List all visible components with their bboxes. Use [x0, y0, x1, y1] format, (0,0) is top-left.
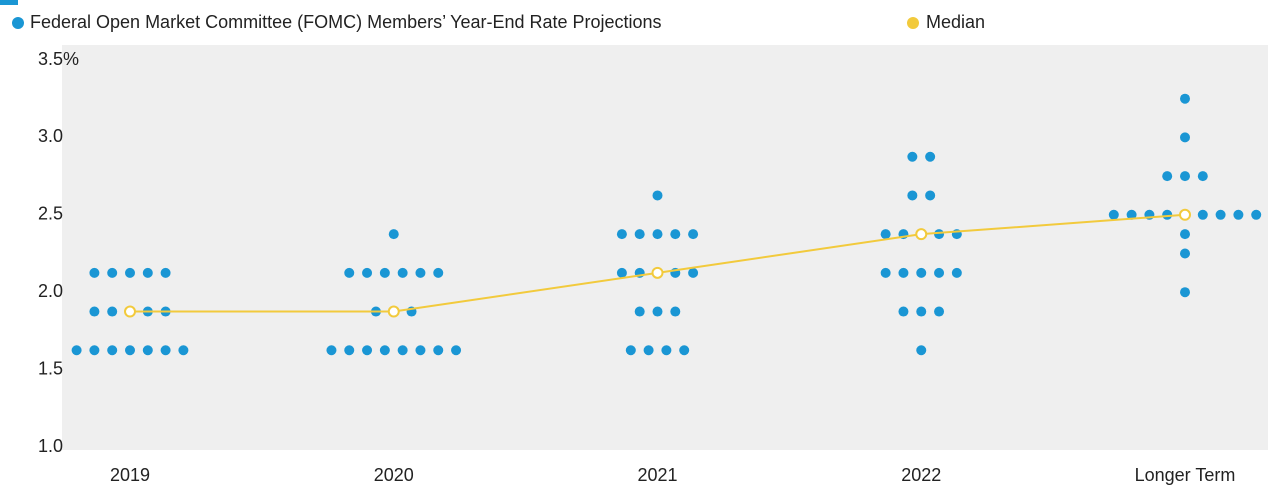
projection-dot	[643, 345, 654, 356]
projection-dot	[688, 229, 699, 240]
projection-dot	[362, 267, 373, 278]
projection-dot	[160, 267, 171, 278]
projection-dot	[326, 345, 337, 356]
y-tick-label: 3.0	[38, 126, 63, 146]
x-tick-label: Longer Term	[1135, 465, 1236, 485]
projection-dot	[1126, 209, 1137, 220]
projection-dot	[616, 229, 627, 240]
plot-area	[62, 45, 1268, 450]
projection-dot	[925, 190, 936, 201]
projection-dot	[907, 190, 918, 201]
projection-dot	[925, 151, 936, 162]
projection-dot	[1180, 132, 1190, 143]
projection-dot	[1180, 229, 1190, 240]
x-tick-label: 2022	[901, 465, 941, 485]
projection-dot	[1215, 209, 1226, 220]
projection-dot	[415, 345, 426, 356]
median-dot	[1179, 208, 1191, 221]
projection-dot	[934, 267, 945, 278]
y-tick-label: 1.5	[38, 358, 63, 378]
projection-dot	[362, 345, 373, 356]
projection-dot	[934, 306, 945, 317]
projection-dot	[898, 267, 909, 278]
projection-dot	[1180, 93, 1190, 104]
projection-dot	[71, 345, 82, 356]
projection-dot	[951, 267, 962, 278]
projection-dot	[1180, 171, 1190, 182]
projection-dot	[89, 267, 100, 278]
x-tick-label: 2019	[110, 465, 150, 485]
projection-dot	[898, 306, 909, 317]
projection-dot	[125, 345, 135, 356]
projection-dot	[89, 345, 100, 356]
median-dot	[124, 305, 136, 318]
projection-dot	[125, 267, 135, 278]
projection-dot	[934, 229, 945, 240]
projection-dot	[1180, 248, 1190, 259]
projection-dot	[616, 267, 627, 278]
projection-dot	[916, 345, 927, 356]
projection-dot	[1197, 171, 1208, 182]
median-dot	[915, 228, 928, 241]
projection-dot	[916, 267, 927, 278]
projection-dot	[634, 306, 645, 317]
legend-swatch	[907, 17, 919, 29]
projection-dot	[634, 229, 645, 240]
projection-dot	[670, 306, 681, 317]
projection-dot	[916, 306, 927, 317]
projection-dot	[880, 229, 891, 240]
projection-dot	[652, 190, 663, 201]
median-dot	[387, 305, 400, 318]
projection-dot	[379, 267, 390, 278]
y-tick-label: 2.5	[38, 204, 63, 224]
projection-dot	[107, 345, 118, 356]
projection-dot	[1162, 171, 1173, 182]
projection-dot	[652, 229, 663, 240]
x-tick-label: 2021	[637, 465, 677, 485]
projection-dot	[415, 267, 426, 278]
projection-dot	[880, 267, 891, 278]
legend-label: Median	[926, 12, 985, 32]
corner-accent	[0, 0, 18, 5]
projection-dot	[379, 345, 390, 356]
projection-dot	[1180, 287, 1190, 298]
legend-label: Federal Open Market Committee (FOMC) Mem…	[30, 12, 662, 32]
legend-swatch	[12, 17, 24, 29]
projection-dot	[160, 345, 171, 356]
projection-dot	[1108, 209, 1119, 220]
projection-dot	[397, 267, 408, 278]
projection-dot	[907, 151, 918, 162]
projection-dot	[1251, 209, 1262, 220]
projection-dot	[89, 306, 100, 317]
median-dot	[651, 266, 664, 279]
projection-dot	[625, 345, 636, 356]
projection-dot	[344, 345, 355, 356]
y-tick-label: 1.0	[38, 436, 63, 456]
projection-dot	[451, 345, 462, 356]
projection-dot	[107, 267, 118, 278]
projection-dot	[652, 306, 663, 317]
y-tick-label: 2.0	[38, 281, 63, 301]
projection-dot	[107, 306, 118, 317]
projection-dot	[397, 345, 408, 356]
projection-dot	[679, 345, 690, 356]
y-tick-label: 3.5%	[38, 49, 79, 69]
projection-dot	[178, 345, 189, 356]
projection-dot	[1197, 209, 1208, 220]
x-tick-label: 2020	[374, 465, 414, 485]
projection-dot	[1162, 209, 1173, 220]
projection-dot	[688, 267, 699, 278]
projection-dot	[142, 345, 153, 356]
projection-dot	[142, 267, 153, 278]
projection-dot	[344, 267, 355, 278]
projection-dot	[433, 267, 444, 278]
projection-dot	[661, 345, 672, 356]
projection-dot	[1233, 209, 1244, 220]
projection-dot	[670, 229, 681, 240]
projection-dot	[433, 345, 444, 356]
projection-dot	[388, 229, 399, 240]
